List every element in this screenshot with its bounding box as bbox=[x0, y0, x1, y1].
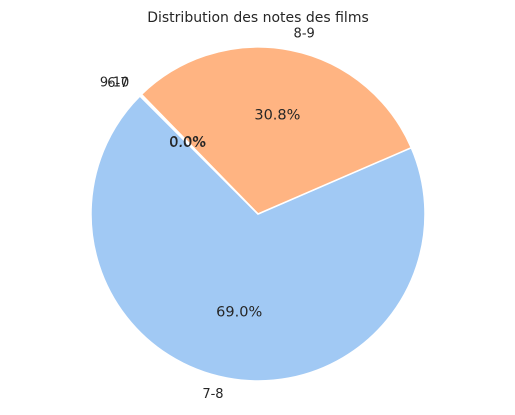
category-label-7-8: 7-8 bbox=[202, 387, 223, 402]
percent-labels: 69.0%30.8%0.0%0.0% bbox=[169, 108, 300, 321]
category-labels: 7-8 8-9 9-106-7 bbox=[100, 26, 315, 402]
percent-label-7-8: 69.0% bbox=[216, 304, 262, 320]
chart-title: Distribution des notes des films bbox=[147, 10, 369, 26]
pie-slice-6-7 bbox=[138, 94, 259, 215]
pie-slice-7-8 bbox=[90, 94, 426, 382]
pie-slice-8-9 bbox=[140, 46, 413, 215]
percent-label-6-7: 0.0% bbox=[169, 135, 206, 151]
percent-label-9-10: 0.0% bbox=[169, 134, 206, 150]
category-label-6-7: 6-7 bbox=[107, 76, 128, 91]
pie-slices bbox=[90, 46, 426, 382]
category-label-9-10: 9-10 bbox=[100, 75, 130, 90]
category-label-8-9: 8-9 bbox=[294, 26, 315, 41]
percent-label-8-9: 30.8% bbox=[254, 108, 300, 124]
